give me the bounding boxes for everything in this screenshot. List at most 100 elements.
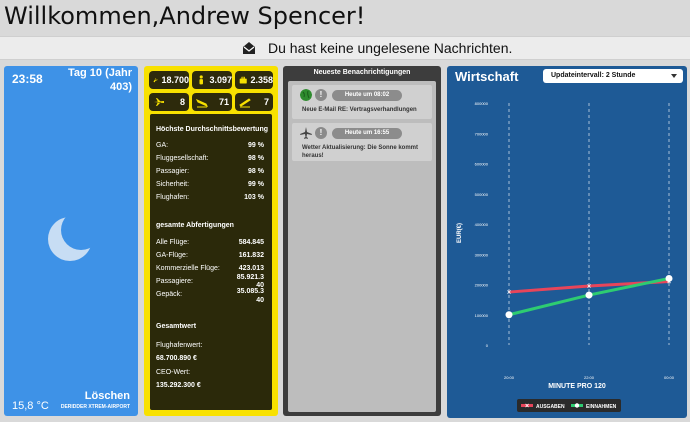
clearance-heading: gesamte Abfertigungen [156,222,234,229]
ceo-value: 135.292.300 € [156,382,201,389]
suitcase-icon [239,76,247,84]
rating-label: Fluggesellschaft: [156,155,209,162]
messages-bar[interactable]: Du hast keine ungelesene Nachrichten. [0,36,690,60]
plane-landing-icon [196,99,208,108]
person-icon [199,75,203,85]
clearance-value: 85.921.340 [236,274,264,289]
x-tick-label: 00:00 [664,375,675,380]
airport-value-label: Flughafenwert: [156,342,203,349]
stat-badge-value: 18.700 [161,75,189,85]
notifications-panel: Neueste Benachrichtigungen ! Heute um 08… [283,66,441,416]
stats-panel: 18.700 3.097 2.358 8 71 7 Höchste Durchs… [144,66,278,416]
data-point-ausgaben: × [667,279,671,286]
stat-badge-passengers: 3.097 [192,71,232,89]
x-tick-label: 20:00 [504,375,515,380]
rating-value: 99 % [248,142,264,149]
stat-badge-value: 2.358 [250,75,273,85]
weather-panel: 23:58 Tag 10 (Jahr 403) 15,8 °C Löschen … [4,66,138,416]
chevron-down-icon [671,74,677,78]
update-interval-value: Updateintervall: 2 Stunde [551,72,636,79]
stat-badge-takeoffs: 7 [235,93,273,111]
game-day: Tag 10 (Jahr 403) [68,67,132,93]
notification-time: Heute um 08:02 [332,90,402,101]
y-tick-label: 300000 [475,252,489,257]
clearance-label: Kommerzielle Flüge: [156,265,220,272]
runway-plane-icon [153,78,158,83]
stat-badge-flights: 8 [149,93,189,111]
economy-chart: 800000 700000 600000 500000 400000 300000 2000… [457,101,675,412]
stats-box: Höchste Durchschnittsbewertung GA: 99 % … [150,114,272,410]
clearance-label: GA-Flüge: [156,252,188,259]
rating-value: 98 % [248,168,264,175]
alert-icon: ! [315,127,327,139]
rating-value: 103 % [244,194,264,201]
clearance-label: Gepäck: [156,291,183,298]
data-point-einnahmen [585,291,593,299]
legend-marker: × [525,403,529,410]
stat-badge-value: 71 [219,97,230,107]
notification-time: Heute um 16:55 [332,128,402,139]
clearance-label: Alle Flüge: [156,239,190,246]
clearance-value: 161.832 [238,252,264,259]
y-tick-label: 600000 [475,162,489,167]
rating-value: 98 % [248,155,264,162]
data-point-ausgaben: × [507,290,511,297]
rating-label: GA: [156,142,169,149]
stat-badge-value: 8 [180,97,186,107]
clearance-value: 423.013 [238,265,264,272]
y-tick-label: 200000 [475,283,489,288]
globe-icon [300,89,312,101]
stat-badge-value: 7 [264,97,270,107]
notifications-title: Neueste Benachrichtigungen [313,69,411,76]
economy-title: Wirtschaft [455,69,519,84]
data-point-ausgaben: × [587,284,591,291]
notification-text: Wetter Aktualisierung: Die Sonne kommt h… [302,145,419,159]
y-tick-label: 500000 [475,192,489,197]
welcome-heading: Willkommen,Andrew Spencer! [4,2,366,30]
clearance-value: 35.085.340 [236,288,264,304]
legend-label: AUSGABEN [536,404,565,410]
legend-label: EINNAHMEN [586,404,617,410]
total-heading: Gesamtwert [156,323,197,330]
ceo-value-label: CEO-Wert: [156,369,191,376]
notification-item[interactable]: ! Heute um 08:02 Neue E-Mail RE: Vertrag… [292,85,432,119]
notifications-list[interactable]: ! Heute um 08:02 Neue E-Mail RE: Vertrag… [288,81,436,412]
stat-badge-value: 3.097 [209,75,232,85]
y-tick-label: 400000 [475,222,489,227]
envelope-icon [243,42,255,54]
data-point-einnahmen [505,311,513,319]
alert-icon: ! [315,89,327,101]
clearance-label: Passagiere: [156,278,193,285]
temperature: 15,8 °C [12,400,49,412]
data-point-einnahmen [665,274,673,282]
airport-value: 68.700.890 € [156,355,197,362]
rating-label: Flughafen: [156,194,190,201]
x-axis-label: MINUTE PRO 120 [548,383,606,390]
rating-label: Passagier: [156,168,190,175]
stat-badge-landings: 71 [192,93,232,111]
y-tick-label: 100000 [475,313,489,318]
rating-value: 99 % [248,181,264,188]
airport-name: DERIDDER XTREM-AIRPORT [60,404,130,410]
notification-text: Neue E-Mail RE: Vertragsverhandlungen [302,107,417,113]
rating-label: Sicherheit: [156,181,190,188]
game-time: 23:58 [12,72,43,86]
y-tick-label: 800000 [475,101,489,106]
legend-marker [574,403,580,408]
moon-icon [48,216,93,261]
rating-heading: Höchste Durchschnittsbewertung [156,126,269,133]
stat-badge-baggage: 2.358 [235,71,273,89]
clearance-value: 584.845 [238,239,264,246]
legend-box [517,399,621,412]
stat-badge-runway: 18.700 [149,71,189,89]
messages-text: Du hast keine ungelesene Nachrichten. [268,40,513,56]
economy-panel: Wirtschaft Updateintervall: 2 Stunde 800… [447,66,687,418]
update-interval-select[interactable]: Updateintervall: 2 Stunde [543,69,683,83]
delete-button[interactable]: Löschen [84,390,130,402]
plane-icon [154,98,164,106]
y-tick-label: 700000 [475,131,489,136]
y-tick-label: 0 [486,343,489,348]
plane-takeoff-icon [239,98,251,108]
y-axis-label: EUR(€) [457,223,463,243]
notification-item[interactable]: ! Heute um 16:55 Wetter Aktualisierung: … [292,123,432,161]
